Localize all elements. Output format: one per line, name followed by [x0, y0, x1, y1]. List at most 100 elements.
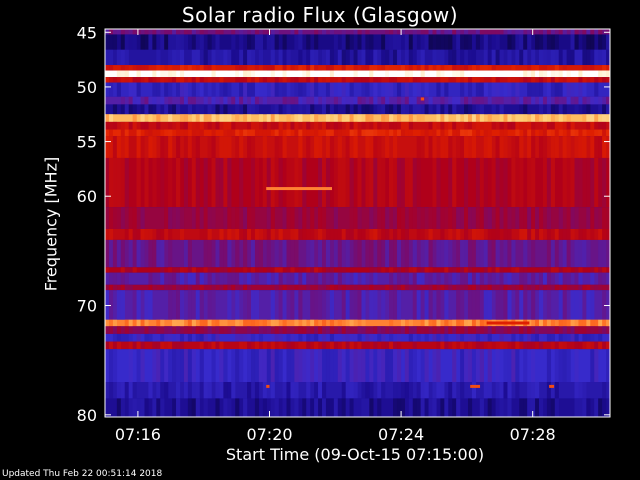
spectrum-texture: [270, 349, 275, 383]
spectrum-texture: [448, 284, 453, 291]
plot-frame: [104, 28, 611, 418]
spectrum-texture: [385, 104, 390, 115]
spectrum-texture: [467, 398, 473, 417]
spectrum-texture: [554, 349, 559, 383]
spectrum-texture: [471, 319, 477, 327]
spectrum-texture: [523, 49, 528, 66]
spectrum-texture: [460, 267, 465, 273]
spectrum-texture: [116, 382, 121, 399]
spectrum-texture: [598, 284, 603, 291]
spectrum-texture: [365, 157, 370, 208]
spectrum-texture: [168, 341, 173, 350]
spectrum-texture: [112, 319, 118, 327]
spectrum-texture: [341, 65, 346, 71]
spectrum-texture: [179, 229, 185, 240]
spectrum-texture: [274, 349, 279, 383]
spectrum-texture: [396, 82, 402, 97]
spectrum-texture: [310, 333, 315, 342]
spectrum-texture: [464, 65, 469, 71]
spectrum-texture: [108, 229, 114, 240]
spectrum-texture: [274, 34, 279, 50]
spectrum-texture: [499, 136, 504, 158]
spectrum-texture: [531, 157, 536, 208]
spectrum-texture: [250, 239, 256, 268]
spectrum-texture: [550, 29, 555, 35]
spectrum-texture: [475, 129, 481, 137]
spectrum-texture: [302, 207, 307, 230]
spectrum-texture: [479, 272, 484, 285]
spectrum-texture: [207, 326, 212, 334]
spectrum-texture: [467, 272, 473, 285]
spectrum-texture: [329, 229, 335, 240]
spectrum-texture: [306, 349, 311, 383]
spectrum-texture: [254, 96, 260, 105]
spectrum-texture: [562, 284, 567, 291]
spectrum-texture: [140, 136, 145, 158]
spectrum-texture: [302, 157, 307, 208]
spectrum-texture: [357, 229, 362, 240]
spectrum-texture: [310, 207, 315, 230]
spectrum-texture: [298, 333, 303, 342]
spectrum-texture: [590, 272, 595, 285]
spectrum-texture: [602, 129, 607, 137]
spectrum-texture: [128, 121, 133, 130]
spectrum-texture: [144, 77, 149, 83]
spectrum-texture: [416, 333, 421, 342]
spectrum-texture: [440, 284, 445, 291]
spectrum-texture: [389, 333, 394, 342]
spectrum-texture: [361, 349, 366, 383]
spectrum-texture: [223, 284, 228, 291]
spectrum-texture: [314, 121, 319, 130]
spectrum-texture: [436, 272, 441, 285]
spectrum-texture: [471, 290, 477, 320]
spectrum-texture: [602, 104, 607, 115]
spectrum-texture: [507, 114, 512, 122]
spectrum-texture: [385, 239, 390, 268]
spectrum-texture: [389, 157, 394, 208]
spectrum-texture: [452, 70, 457, 78]
spectrum-texture: [562, 290, 567, 320]
spectrum-texture: [602, 382, 607, 399]
spectrum-texture: [333, 114, 338, 122]
spectrum-texture: [527, 82, 532, 97]
spectrum-texture: [396, 65, 402, 71]
spectrum-texture: [314, 96, 319, 105]
spectrum-texture: [416, 284, 421, 291]
spectrum-texture: [495, 267, 500, 273]
spectrum-texture: [361, 272, 366, 285]
spectrum-texture: [420, 319, 425, 327]
spectrum-texture: [329, 333, 335, 342]
spectrum-texture: [223, 136, 228, 158]
spectrum-texture: [550, 70, 555, 78]
spectrum-texture: [606, 284, 611, 291]
spectrum-texture: [144, 34, 149, 50]
spectrum-texture: [349, 65, 354, 71]
spectrum-texture: [290, 65, 295, 71]
spectrum-texture: [132, 96, 137, 105]
spectrum-texture: [187, 65, 192, 71]
spectrum-texture: [235, 65, 240, 71]
spectrum-texture: [428, 272, 433, 285]
spectrum-texture: [278, 136, 283, 158]
spectrum-texture: [531, 96, 536, 105]
spectrum-texture: [554, 229, 559, 240]
spectrum-texture: [428, 207, 433, 230]
spectrum-texture: [598, 229, 603, 240]
spectrum-texture: [128, 29, 133, 35]
spectrum-texture: [140, 239, 145, 268]
spectrum-texture: [448, 96, 453, 105]
spectrum-texture: [381, 349, 386, 383]
spectrum-texture: [266, 157, 271, 208]
spectrum-texture: [602, 326, 607, 334]
spectrum-texture: [436, 129, 441, 137]
spectrum-texture: [345, 104, 350, 115]
spectrum-texture: [538, 49, 544, 66]
spectrum-texture: [373, 49, 378, 66]
spectrum-texture: [606, 49, 611, 66]
spectrum-texture: [444, 121, 449, 130]
spectrum-texture: [542, 121, 548, 130]
spectrum-texture: [432, 49, 437, 66]
spectrum-texture: [120, 129, 125, 137]
spectrum-texture: [318, 349, 323, 383]
spectrum-texture: [507, 82, 512, 97]
